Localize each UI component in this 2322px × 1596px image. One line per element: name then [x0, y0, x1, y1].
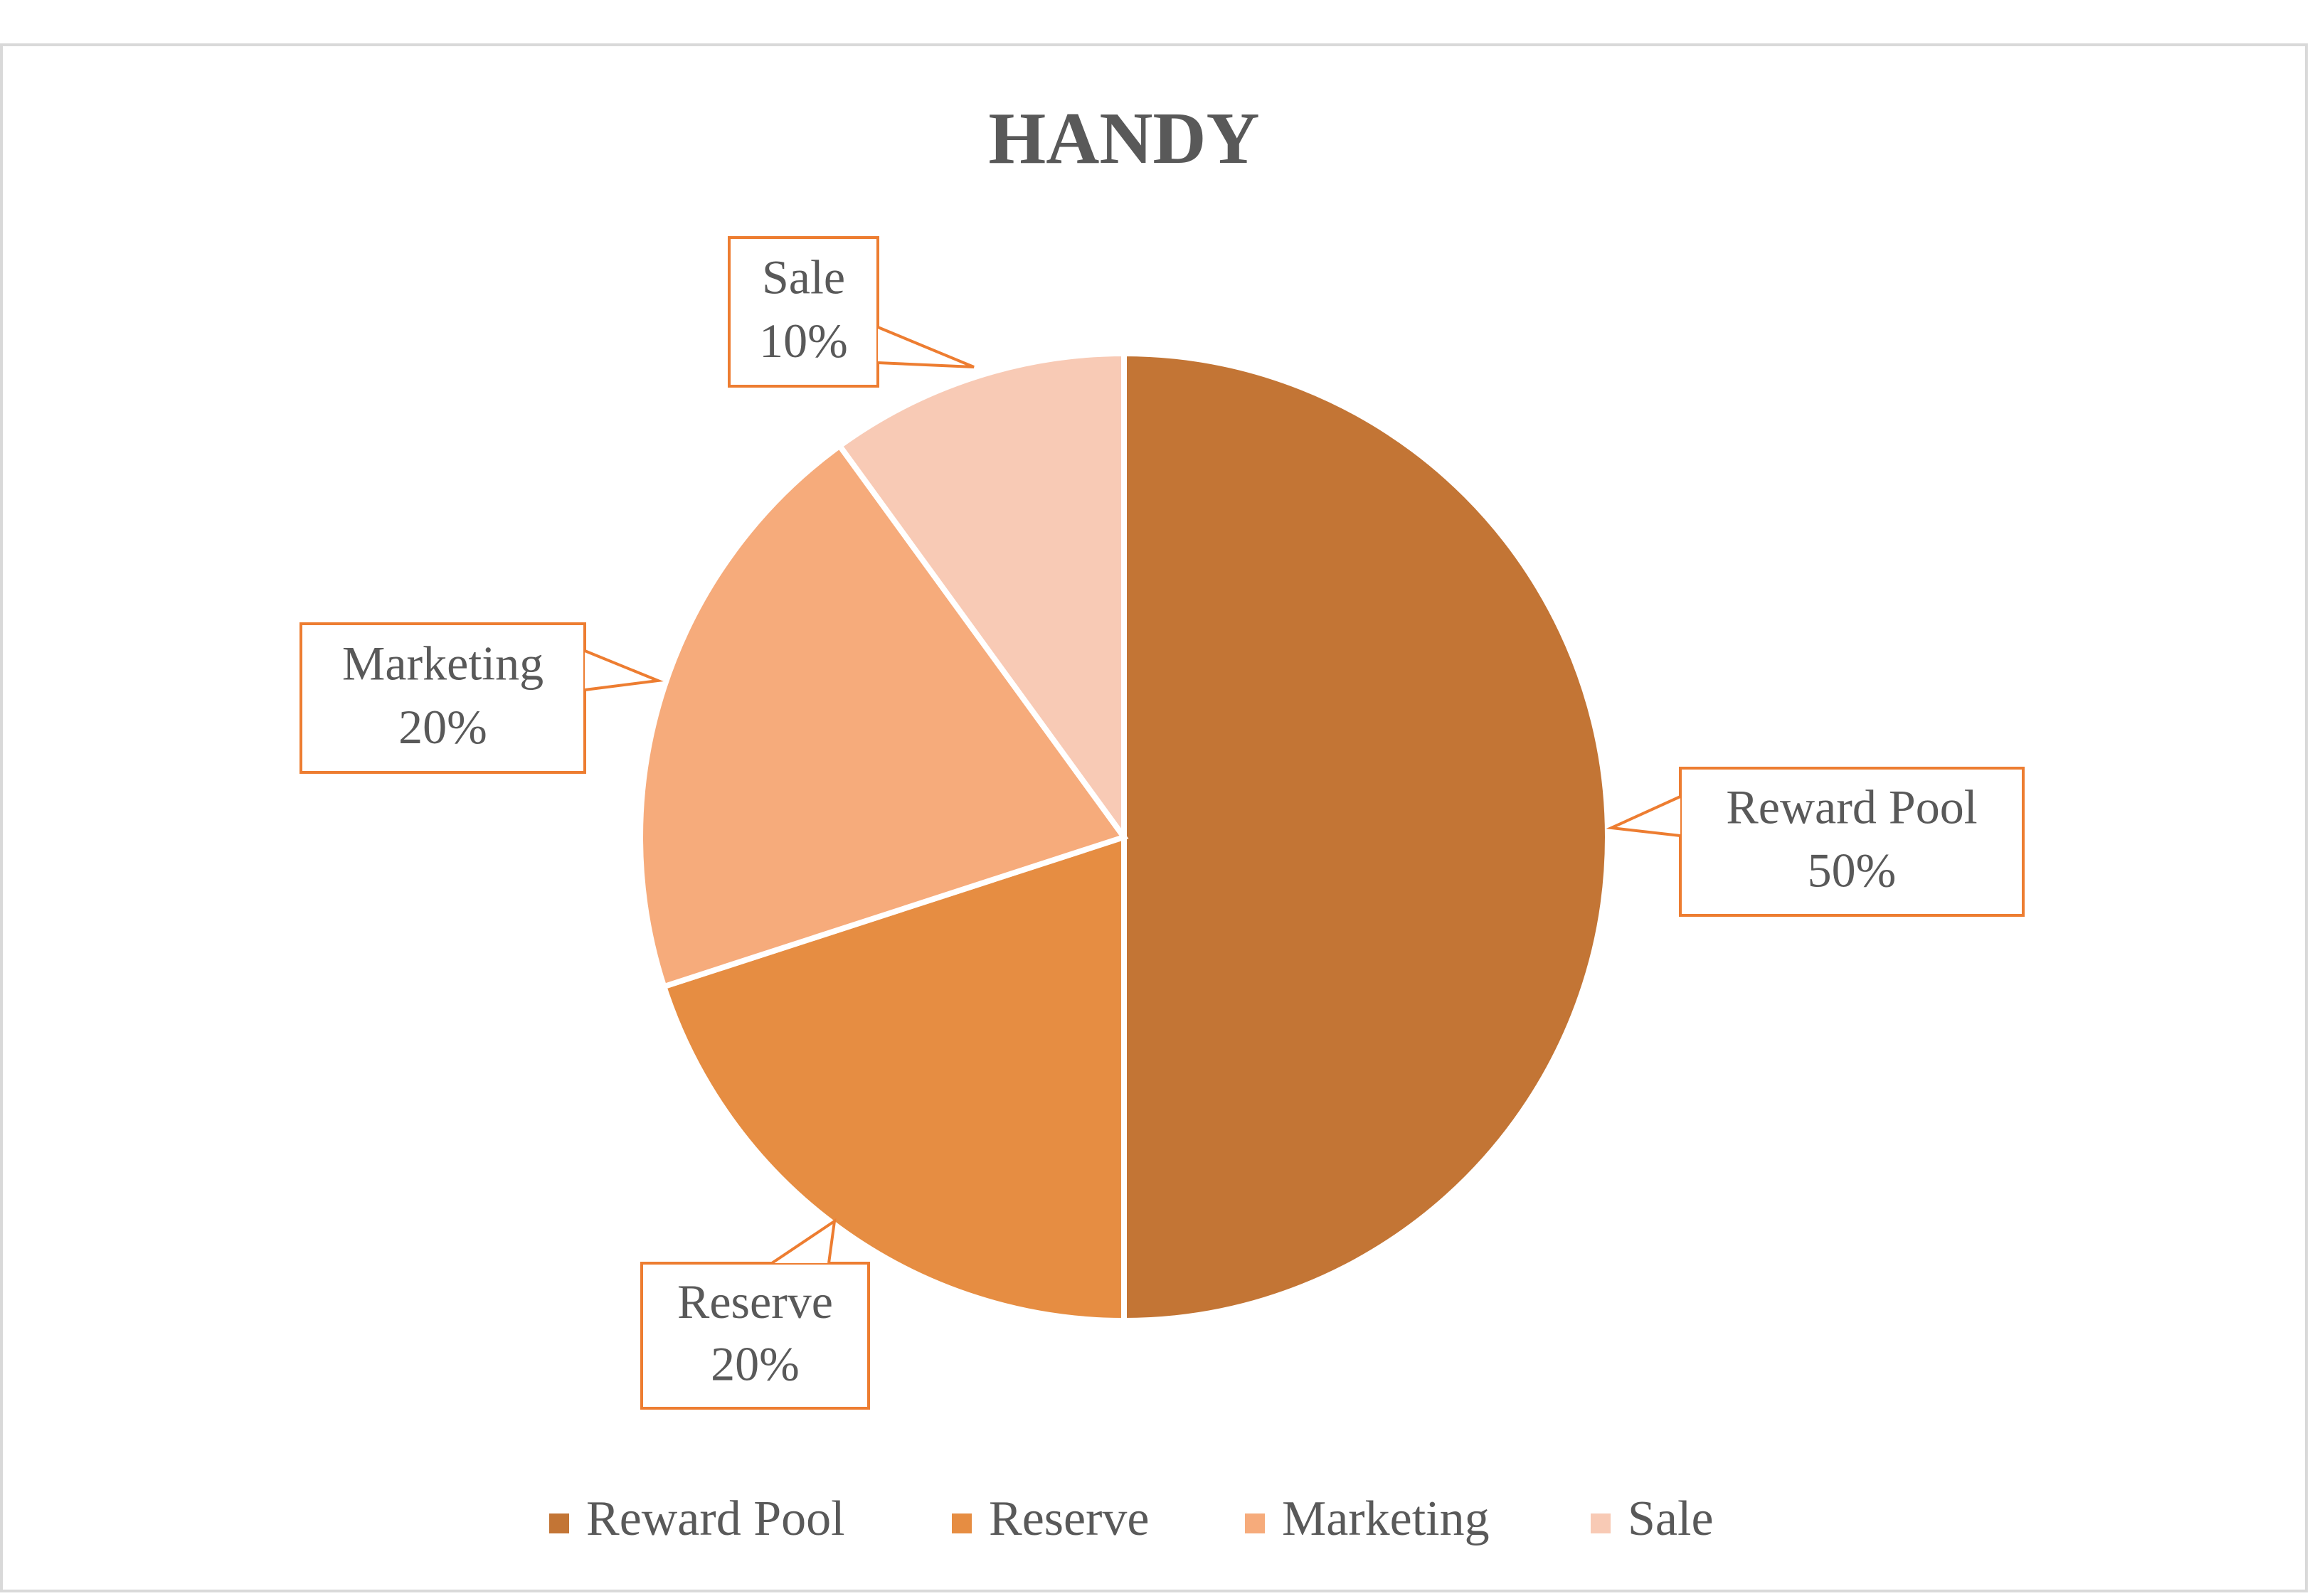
callout-box — [1679, 767, 2025, 917]
callout-box — [299, 622, 586, 774]
pie-slice — [660, 833, 1127, 1324]
callout-pointer — [770, 1218, 837, 1265]
legend-label: Marketing — [1282, 1491, 1490, 1546]
legend-swatch — [1245, 1513, 1265, 1533]
data-label-name: Marketing — [342, 636, 544, 690]
data-label-value: 10% — [759, 314, 848, 368]
pie-slice — [1121, 350, 1611, 1324]
legend-swatch — [549, 1513, 569, 1533]
callout-pointer — [584, 649, 664, 691]
data-label-name: Sale — [762, 250, 845, 304]
legend-label: Reserve — [989, 1491, 1149, 1546]
callout-pointer-fill — [585, 651, 658, 690]
legend-swatch — [1591, 1513, 1611, 1533]
callout-pointer — [877, 326, 975, 368]
legend-swatch — [952, 1513, 972, 1533]
callout-box — [640, 1262, 870, 1410]
data-label-value: 20% — [398, 700, 487, 754]
callout-pointer-fill — [1611, 797, 1680, 836]
data-label-name: Reserve — [677, 1275, 833, 1329]
data-label-value: 50% — [1808, 844, 1897, 898]
chart-title: HANDY — [988, 97, 1259, 179]
pie-slice — [835, 350, 1127, 846]
data-label-name: Reward Pool — [1726, 780, 1977, 834]
pie-slice — [637, 442, 1129, 991]
legend-label: Sale — [1628, 1491, 1714, 1546]
data-label-value: 20% — [711, 1337, 800, 1391]
callout-box — [728, 236, 879, 388]
callout-pointer — [1606, 795, 1681, 837]
legend-label: Reward Pool — [586, 1491, 845, 1546]
